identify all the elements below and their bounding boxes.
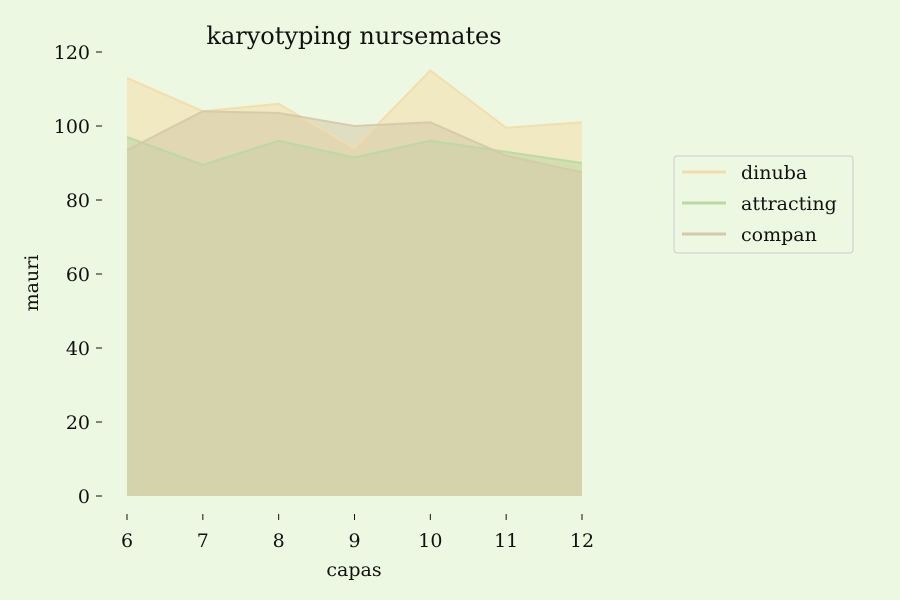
legend-label-compan: compan <box>741 224 817 246</box>
y-tick-label: 120 <box>54 42 90 64</box>
legend: dinuba attracting compan <box>673 155 854 254</box>
y-tick-label: 80 <box>66 190 90 212</box>
y-tick-label: 60 <box>66 264 90 286</box>
x-tick-label: 11 <box>494 530 518 552</box>
x-tick-label: 12 <box>570 530 594 552</box>
x-tick-label: 8 <box>273 530 285 552</box>
series-areas <box>127 70 582 496</box>
series-area-compan <box>127 111 582 496</box>
legend-frame <box>673 155 854 254</box>
x-axis: 6 7 8 9 10 11 12 <box>121 514 594 552</box>
y-axis-title: mauri <box>21 255 43 312</box>
series-line-compan <box>126 110 583 174</box>
y-tick-label: 0 <box>78 486 90 508</box>
series-lines <box>126 69 583 174</box>
y-tick-label: 40 <box>66 338 90 360</box>
x-tick-label: 7 <box>197 530 209 552</box>
y-tick-label: 20 <box>66 412 90 434</box>
x-axis-title: capas <box>326 559 381 581</box>
x-tick-label: 10 <box>418 530 442 552</box>
y-axis: 0 20 40 60 80 100 120 <box>54 42 102 508</box>
series-line-attracting <box>126 136 583 166</box>
legend-label-dinuba: dinuba <box>741 162 807 184</box>
chart-title: karyotyping nursemates <box>206 22 501 50</box>
legend-label-attracting: attracting <box>741 193 837 215</box>
x-tick-label: 6 <box>121 530 133 552</box>
y-tick-label: 100 <box>54 116 90 138</box>
x-tick-label: 9 <box>348 530 360 552</box>
